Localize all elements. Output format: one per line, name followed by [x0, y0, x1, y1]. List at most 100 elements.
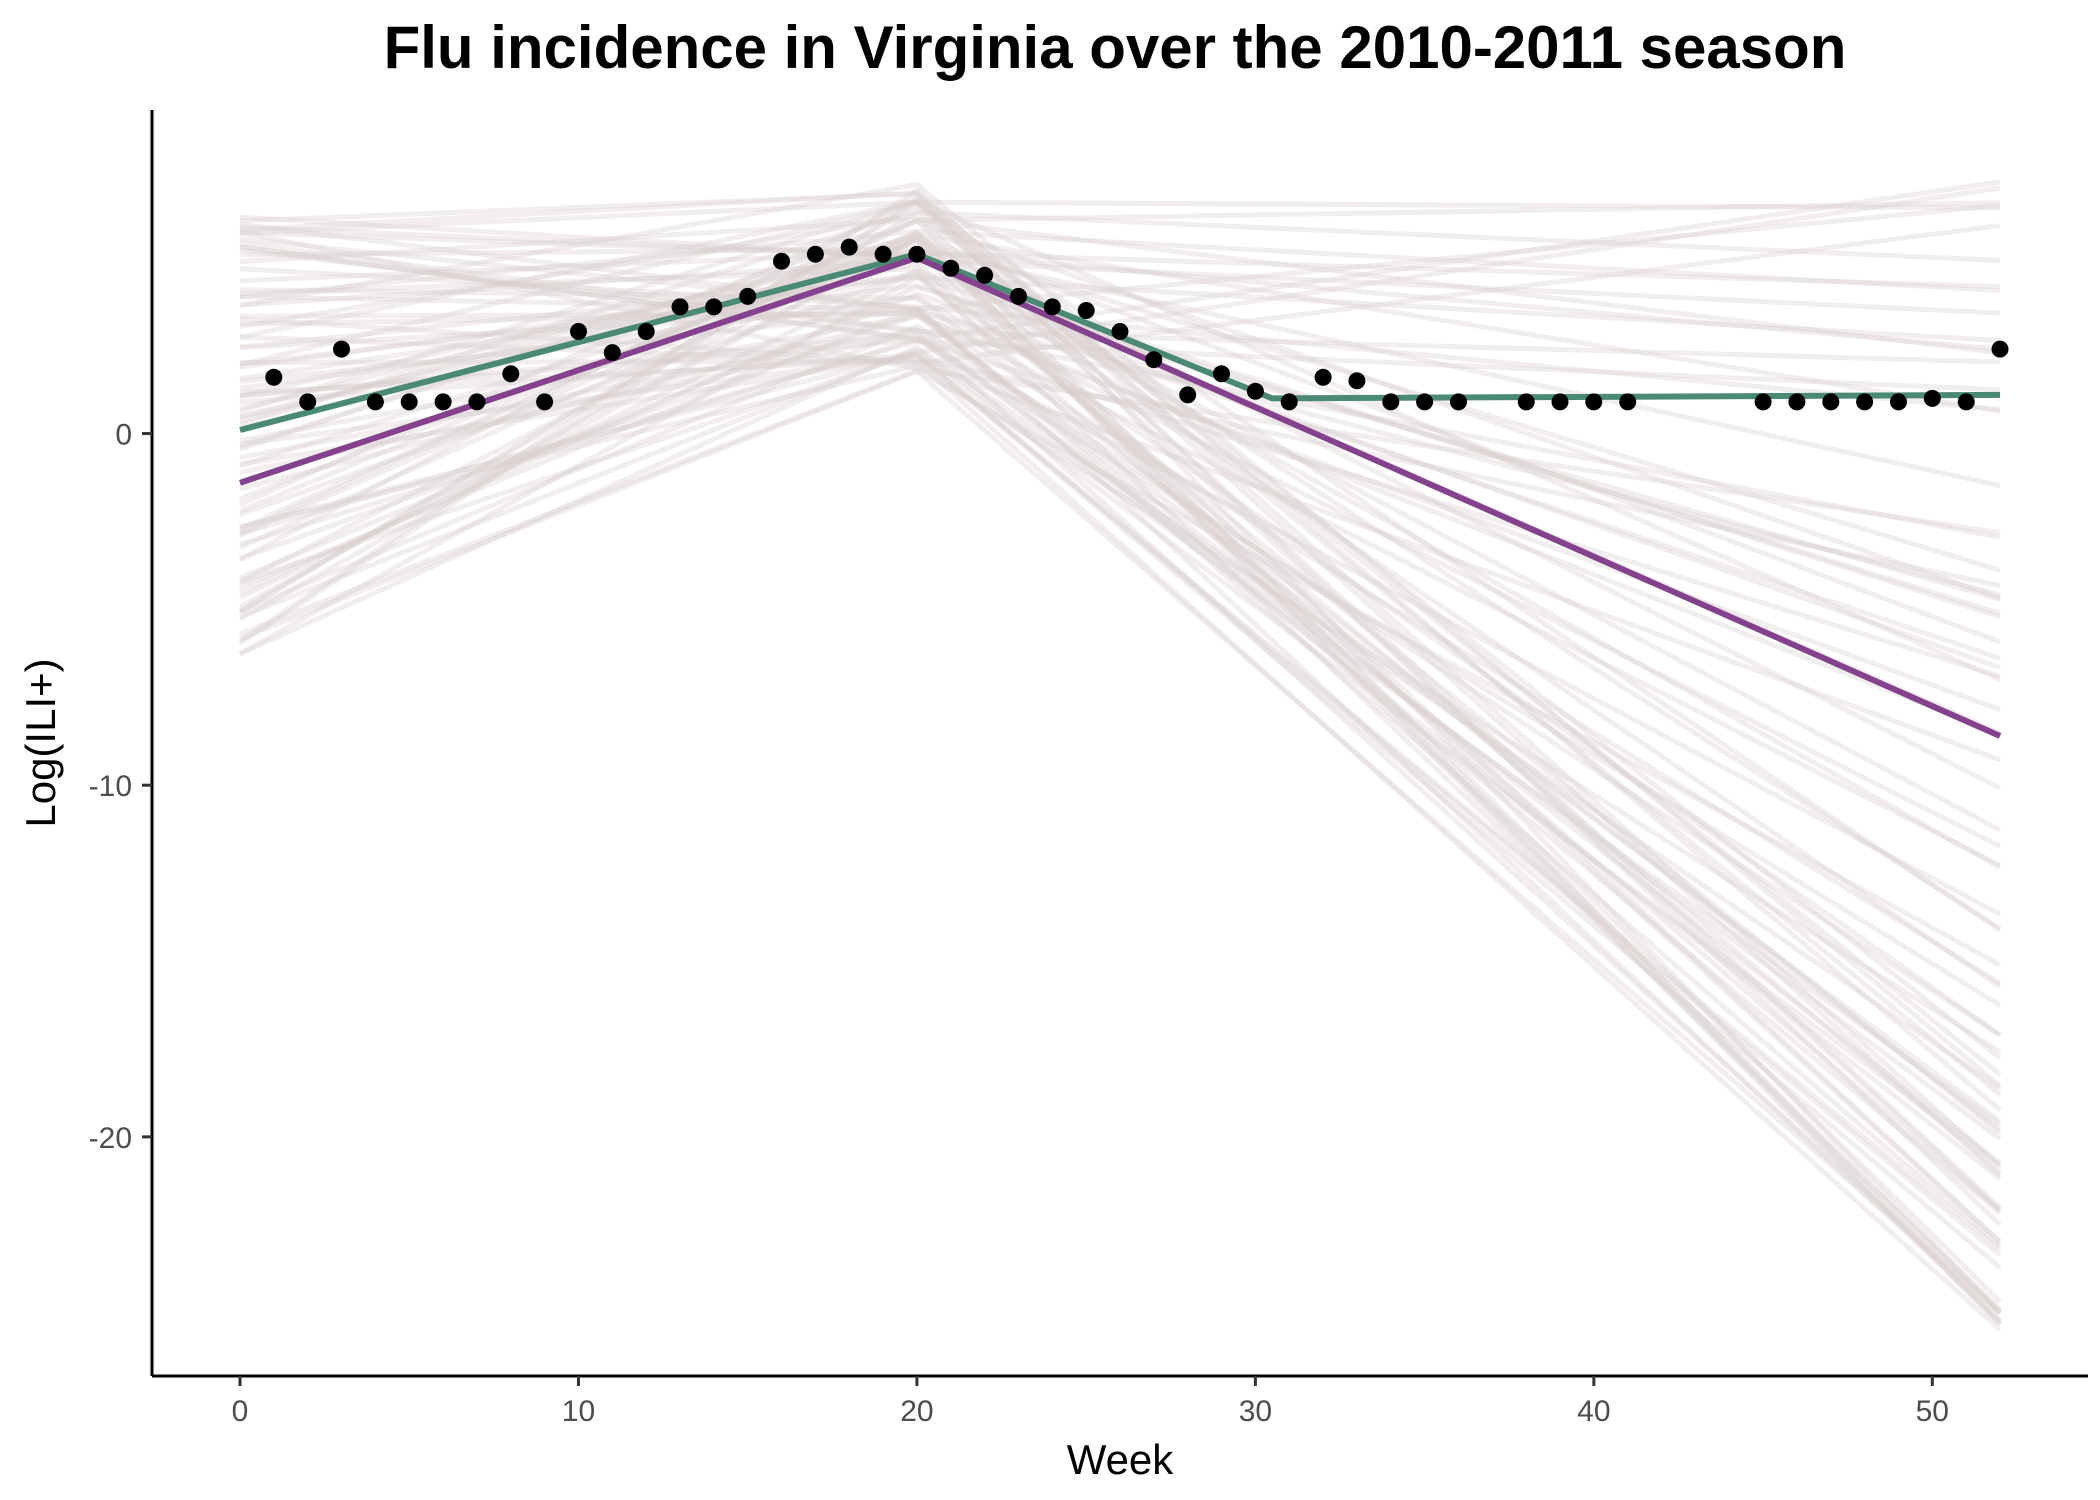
green-fitted-line	[239, 251, 2001, 433]
sample-trajectory-line	[238, 268, 2002, 1312]
observed-point	[1856, 393, 1874, 411]
x-tick-label: 10	[562, 1395, 595, 1428]
sample-trajectory-line	[239, 331, 2002, 1141]
observed-point	[840, 238, 858, 256]
observed-point	[1246, 382, 1264, 400]
observed-point	[1213, 365, 1230, 383]
observed-point	[1416, 393, 1434, 411]
x-tick-label: 20	[900, 1395, 933, 1428]
sample-trajectory-line	[238, 232, 2002, 931]
sample-trajectory-line	[239, 181, 2002, 1088]
observed-point	[1551, 393, 1569, 411]
sample-trajectory-line	[239, 308, 2001, 598]
sample-trajectory-line	[239, 239, 2001, 573]
observed-point	[299, 393, 317, 411]
sample-trajectory-line	[239, 294, 2002, 1216]
x-tick-label: 40	[1577, 1395, 1610, 1428]
y-ticks: 0 -10 -20	[89, 419, 152, 1155]
observed-point	[502, 365, 520, 383]
observed-point	[366, 393, 384, 411]
sample-trajectory-line	[239, 338, 2001, 536]
sample-trajectory-line	[239, 272, 2002, 1213]
x-axis-label: Week	[1067, 1436, 1175, 1483]
sample-trajectory-line	[239, 232, 2001, 449]
sample-trajectory-line	[238, 201, 2002, 1210]
observed-point	[1890, 393, 1907, 411]
sample-trajectory-line	[238, 194, 2002, 1178]
sample-trajectory-line	[239, 236, 2002, 1244]
sample-trajectory-line	[239, 240, 2001, 540]
sample-trajectory-line	[239, 312, 2002, 1124]
y-axis-label: Log(ILI+)	[17, 658, 64, 827]
x-ticks: 0 10 20 30 40 50	[232, 1376, 1949, 1428]
sample-trajectory-line	[239, 337, 2001, 679]
sample-trajectory-line	[239, 363, 2002, 1055]
sample-trajectory-line	[239, 291, 2001, 661]
sample-trajectory-line	[239, 287, 2002, 849]
sample-trajectory-line	[239, 247, 2001, 365]
observed-point	[1619, 393, 1637, 411]
sample-trajectory-line	[239, 352, 2002, 1258]
sample-trajectory-line	[239, 213, 2002, 1213]
sample-trajectory-line	[239, 352, 2002, 1252]
observed-point	[1314, 368, 1332, 386]
sample-trajectory-line	[238, 274, 2001, 656]
sample-trajectory-line	[239, 316, 2001, 763]
observed-point	[1991, 340, 2009, 358]
observed-point	[1145, 351, 1163, 369]
sample-trajectory-line	[239, 199, 2002, 1061]
sample-trajectory-line	[238, 236, 2002, 1316]
sample-trajectory-line	[239, 190, 2002, 1112]
sample-trajectory-line	[239, 331, 2002, 1315]
sample-trajectory-line	[239, 274, 2001, 616]
observed-point	[942, 259, 960, 277]
sample-trajectory-line	[238, 197, 2002, 682]
observed-point	[976, 266, 994, 284]
sample-trajectories	[238, 179, 2002, 1332]
sample-trajectory-line	[239, 268, 2001, 620]
y-tick-label: -20	[89, 1122, 132, 1155]
x-tick-label: 50	[1916, 1395, 1949, 1428]
sample-trajectory-line	[238, 236, 2002, 1327]
sample-trajectory-line	[239, 369, 2002, 1315]
sample-trajectory-line	[239, 199, 2001, 367]
observed-point	[1010, 287, 1027, 305]
sample-trajectory-line	[239, 311, 2002, 1165]
sample-trajectory-line	[239, 221, 2001, 737]
sample-trajectory-line	[238, 200, 2002, 1077]
sample-trajectory-line	[238, 218, 2002, 1324]
sample-trajectory-line	[239, 311, 2002, 986]
sample-trajectory-line	[239, 367, 2002, 968]
observed-point	[265, 368, 283, 386]
x-tick-label: 30	[1239, 1395, 1272, 1428]
sample-trajectory-line	[239, 356, 2001, 589]
sample-trajectory-line	[239, 349, 2002, 1167]
observed-point	[434, 393, 452, 411]
sample-trajectory-line	[239, 179, 2001, 547]
sample-trajectory-line	[239, 323, 2002, 1038]
observed-point	[400, 393, 418, 411]
observed-point	[1957, 393, 1975, 411]
sample-trajectory-line	[239, 199, 2002, 933]
sample-trajectory-line	[239, 310, 2002, 868]
sample-trajectory-line	[239, 283, 2001, 670]
observed-point	[705, 298, 723, 316]
sample-trajectory-line	[238, 209, 2001, 614]
sample-trajectory-line	[238, 236, 2002, 791]
observed-point	[1179, 386, 1197, 404]
sample-trajectory-line	[239, 244, 2002, 1008]
observed-point	[1754, 393, 1772, 411]
sample-trajectory-line	[239, 305, 2002, 1322]
sample-trajectory-line	[239, 358, 2002, 1332]
observed-point	[468, 393, 486, 411]
sample-trajectory-line	[239, 191, 2002, 1314]
observed-point	[739, 287, 757, 305]
sample-trajectory-line	[239, 244, 2002, 917]
sample-trajectory-line	[239, 347, 2002, 1127]
sample-trajectory-line	[238, 344, 2002, 1091]
observed-point	[1822, 393, 1840, 411]
sample-trajectory-line	[239, 326, 2002, 1181]
observed-point	[603, 344, 621, 362]
observed-point	[1382, 393, 1400, 411]
